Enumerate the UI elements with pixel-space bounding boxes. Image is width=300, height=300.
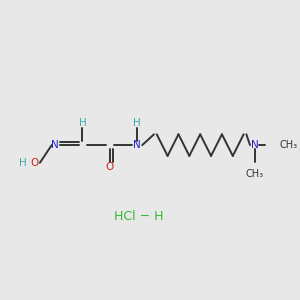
Text: O: O [30, 158, 39, 168]
Text: O: O [106, 162, 114, 172]
Text: H: H [79, 118, 86, 128]
Text: N: N [133, 140, 141, 150]
Text: N: N [51, 140, 59, 150]
Text: H: H [133, 118, 141, 128]
Text: HCl − H: HCl − H [114, 210, 164, 223]
Text: CH₃: CH₃ [280, 140, 298, 150]
Text: CH₃: CH₃ [245, 169, 264, 178]
Text: H: H [19, 158, 27, 168]
Text: N: N [250, 140, 258, 150]
